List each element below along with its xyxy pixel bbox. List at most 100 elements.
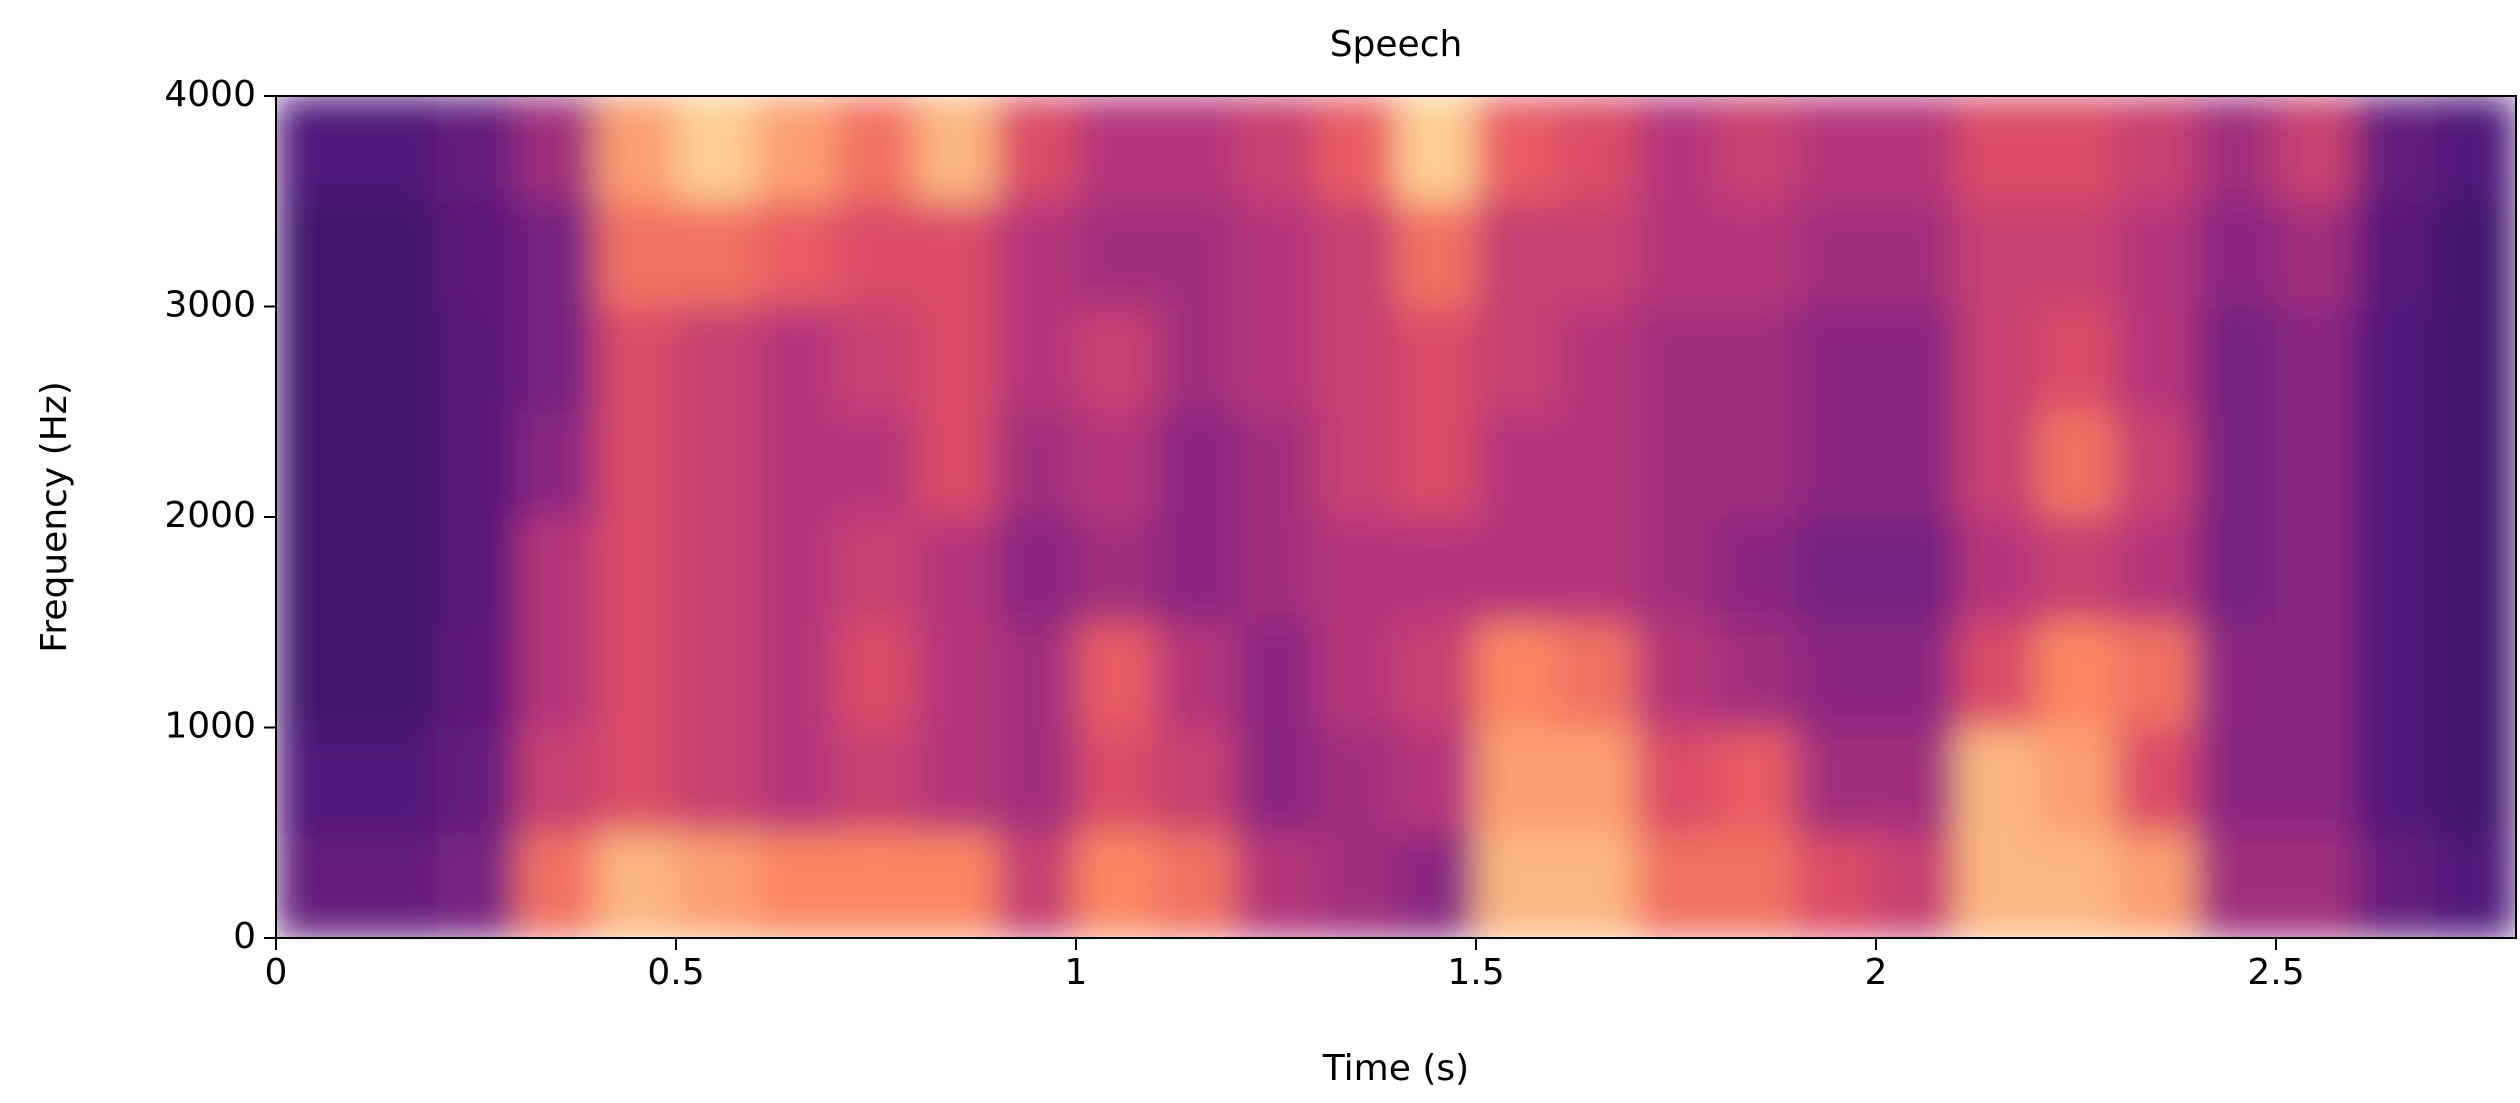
spectrogram-cell — [436, 96, 517, 202]
spectrogram-cell — [2436, 832, 2516, 938]
spectrogram-cell — [1556, 96, 1637, 202]
spectrogram-cell — [1316, 832, 1397, 938]
spectrogram-cell — [436, 622, 517, 728]
y-tick-label: 3000 — [164, 285, 256, 326]
x-tick-label: 0.5 — [647, 952, 704, 993]
spectrogram-cell — [596, 96, 677, 202]
spectrogram-cell — [1236, 727, 1317, 834]
spectrogram-cell — [276, 306, 357, 413]
spectrogram-cell — [1316, 201, 1397, 307]
spectrogram-cell — [1396, 832, 1477, 938]
spectrogram-cell — [1956, 96, 2037, 202]
spectrogram-cell — [1236, 832, 1317, 938]
spectrogram-cell — [1636, 96, 1717, 202]
spectrogram-cell — [1396, 306, 1477, 413]
spectrogram-cell — [1236, 306, 1317, 413]
spectrogram-cell — [276, 96, 357, 202]
spectrogram-cell — [516, 622, 597, 728]
spectrogram-cell — [836, 517, 917, 623]
spectrogram-cell — [596, 622, 677, 728]
spectrogram-cell — [2036, 727, 2117, 834]
spectrogram-cell — [2196, 306, 2277, 413]
spectrogram-cell — [2436, 727, 2516, 834]
spectrogram-cell — [756, 622, 837, 728]
spectrogram-cell — [1956, 622, 2037, 728]
spectrogram-cell — [2116, 411, 2197, 518]
spectrogram-cell — [1076, 96, 1157, 202]
spectrogram-cell — [2356, 201, 2437, 307]
spectrogram-cell — [1396, 96, 1477, 202]
spectrogram-cell — [756, 96, 837, 202]
spectrogram-cell — [356, 201, 437, 307]
spectrogram-cell — [2356, 306, 2437, 413]
spectrogram-cell — [836, 622, 917, 728]
spectrogram-cell — [356, 306, 437, 413]
spectrogram-cell — [2276, 411, 2357, 518]
spectrogram-cell — [1796, 411, 1877, 518]
spectrogram-cell — [1716, 832, 1797, 938]
spectrogram-cell — [836, 832, 917, 938]
spectrogram-cell — [1796, 96, 1877, 202]
spectrogram-cell — [1156, 96, 1237, 202]
spectrogram-cell — [2436, 622, 2516, 728]
spectrogram-cell — [1796, 832, 1877, 938]
spectrogram-cell — [1636, 411, 1717, 518]
spectrogram-cell — [436, 411, 517, 518]
spectrogram-cell — [756, 517, 837, 623]
spectrogram-cell — [1876, 517, 1957, 623]
spectrogram-cell — [516, 411, 597, 518]
spectrogram-cell — [1076, 727, 1157, 834]
spectrogram-cell — [1876, 727, 1957, 834]
spectrogram-cell — [1556, 622, 1637, 728]
spectrogram-cell — [1876, 96, 1957, 202]
spectrogram-cell — [2036, 622, 2117, 728]
spectrogram-cell — [1636, 517, 1717, 623]
spectrogram-cell — [676, 517, 757, 623]
spectrogram-cell — [2356, 411, 2437, 518]
spectrogram-cell — [1556, 517, 1637, 623]
spectrogram-cell — [916, 306, 997, 413]
spectrogram-cell — [2356, 832, 2437, 938]
spectrogram-cell — [2116, 96, 2197, 202]
spectrogram-cell — [596, 201, 677, 307]
spectrogram-cell — [1156, 517, 1237, 623]
spectrogram-cell — [1636, 201, 1717, 307]
x-tick-label: 1.5 — [1447, 952, 1504, 993]
spectrogram-cell — [1236, 96, 1317, 202]
spectrogram-cell — [996, 832, 1077, 938]
spectrogram-cell — [1076, 306, 1157, 413]
spectrogram-cell — [1236, 201, 1317, 307]
spectrogram-cell — [1876, 832, 1957, 938]
spectrogram-cell — [1476, 832, 1557, 938]
spectrogram-cell — [1076, 832, 1157, 938]
y-tick-label: 4000 — [164, 74, 256, 115]
spectrogram-cell — [1396, 622, 1477, 728]
spectrogram-cell — [2036, 96, 2117, 202]
spectrogram-cell — [676, 622, 757, 728]
spectrogram-cell — [2436, 411, 2516, 518]
spectrogram-cell — [276, 517, 357, 623]
spectrogram-cell — [676, 306, 757, 413]
spectrogram-cell — [996, 201, 1077, 307]
heatmap — [276, 96, 2516, 938]
spectrogram-cell — [1716, 727, 1797, 834]
spectrogram-cell — [516, 727, 597, 834]
spectrogram-cell — [1556, 832, 1637, 938]
spectrogram-cell — [356, 727, 437, 834]
spectrogram-cell — [2116, 832, 2197, 938]
spectrogram-cell — [1796, 201, 1877, 307]
spectrogram-cell — [1716, 201, 1797, 307]
spectrogram-cell — [1076, 411, 1157, 518]
x-tick-label: 2 — [1865, 952, 1888, 993]
spectrogram-cell — [1636, 832, 1717, 938]
spectrogram-cell — [1236, 411, 1317, 518]
spectrogram-cell — [756, 201, 837, 307]
spectrogram-cell — [2276, 201, 2357, 307]
spectrogram-cell — [596, 411, 677, 518]
y-tick-label: 0 — [233, 916, 256, 957]
spectrogram-cell — [436, 727, 517, 834]
spectrogram-cell — [1156, 622, 1237, 728]
spectrogram-cell — [356, 96, 437, 202]
